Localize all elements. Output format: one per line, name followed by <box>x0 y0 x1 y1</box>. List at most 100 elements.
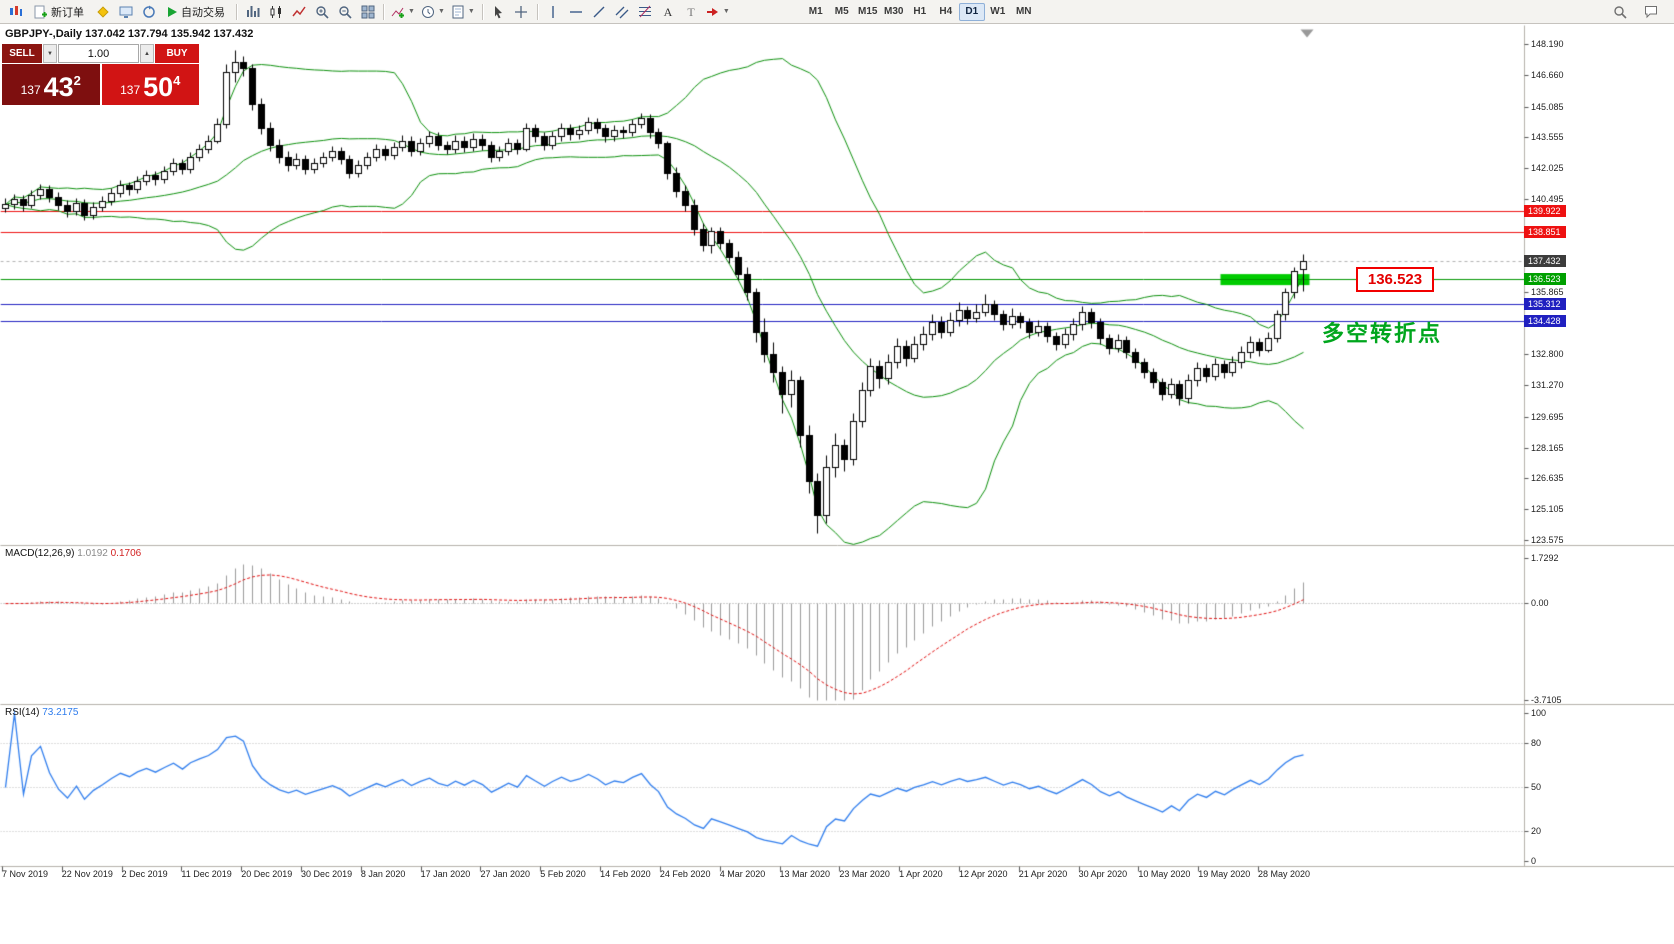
metaeditor-icon[interactable] <box>91 2 114 22</box>
fibonacci-icon <box>638 5 652 19</box>
date-label: 11 Dec 2019 <box>181 869 232 879</box>
timeframe-h1[interactable]: H1 <box>913 6 927 17</box>
zoom-in-button[interactable] <box>310 2 333 22</box>
date-axis[interactable]: 7 Nov 2019 22 Nov 2019 2 Dec 2019 11 Dec 20… <box>0 869 1524 883</box>
svg-text:A: A <box>664 5 673 19</box>
price-scale-label: 148.190 <box>1531 39 1564 49</box>
rsi-scale-label: 100 <box>1531 708 1547 718</box>
bar-chart-icon <box>246 5 260 18</box>
toolbar: 新订单 自动交易 ▼ ▼ ▼ A T ▼ M1 M5 M15 M30 H1 H4 D1 W1 M… <box>0 0 1674 24</box>
volume-decrease-button[interactable]: ▼ <box>43 44 57 63</box>
bar-chart-type-icon[interactable] <box>241 2 264 22</box>
price-tag-green-level: 136.523 <box>1524 273 1566 286</box>
macd-main-value: 1.0192 <box>77 548 108 559</box>
price-scale[interactable]: 148.190 146.660 145.085 143.555 142.025 140.4… <box>1524 0 1674 944</box>
autotrading-label: 自动交易 <box>181 6 225 19</box>
volume-increase-button[interactable]: ▲ <box>140 44 154 63</box>
one-click-trading-panel: SELL ▼ 1.00 ▲ BUY 137 43 2 137 50 4 <box>2 44 199 105</box>
timeframe-m30[interactable]: M30 <box>884 6 904 17</box>
cursor-icon <box>491 5 505 19</box>
macd-scale-label: 1.7292 <box>1531 553 1559 563</box>
search-button[interactable] <box>1608 2 1631 22</box>
date-label: 8 Jan 2020 <box>360 869 406 879</box>
autotrading-button[interactable]: 自动交易 <box>160 2 232 22</box>
svg-text:T: T <box>688 5 696 19</box>
timeframe-mn[interactable]: MN <box>1015 6 1032 17</box>
search-icon <box>1613 5 1627 19</box>
market-watch-icon[interactable] <box>114 2 137 22</box>
chat-button[interactable] <box>1639 2 1662 22</box>
candlestick-chart-type-icon[interactable] <box>264 2 287 22</box>
zoom-out-button[interactable] <box>333 2 356 22</box>
price-scale-label: 146.660 <box>1531 69 1564 80</box>
channel-tool[interactable] <box>611 2 634 22</box>
price-scale-label: 145.085 <box>1531 101 1564 112</box>
line-chart-type-icon[interactable] <box>287 2 310 22</box>
arrows-tool[interactable]: ▼ <box>703 2 733 22</box>
chevron-down-icon: ▼ <box>467 8 475 15</box>
arrow-shape-icon <box>706 5 720 19</box>
date-label: 10 May 2020 <box>1138 869 1191 879</box>
timeframe-d1[interactable]: D1 <box>958 2 985 21</box>
text-t-icon: T <box>684 5 698 19</box>
timeframe-m5[interactable]: M5 <box>834 6 849 17</box>
zoom-out-icon <box>338 5 352 19</box>
candlestick-logo-icon <box>9 5 23 18</box>
trendline-tool[interactable] <box>588 2 611 22</box>
timeframe-m1[interactable]: M1 <box>808 6 823 17</box>
price-scale-label: 125.105 <box>1531 504 1564 515</box>
date-label: 14 Feb 2020 <box>600 869 651 879</box>
date-label: 30 Apr 2020 <box>1078 869 1128 879</box>
price-scale-label: 131.270 <box>1531 379 1564 390</box>
chat-icon <box>1644 5 1658 19</box>
sell-button[interactable]: SELL <box>2 44 42 63</box>
refresh-icon[interactable] <box>137 2 160 22</box>
text-tool[interactable]: A <box>657 2 680 22</box>
toolbar-separator <box>536 3 538 20</box>
macd-scale-label: -3.7105 <box>1531 695 1562 705</box>
channel-icon <box>615 5 629 19</box>
new-order-button[interactable]: 新订单 <box>27 2 91 22</box>
line-chart-icon <box>291 5 306 18</box>
price-tag-bid: 137.432 <box>1524 254 1566 267</box>
buy-price-button[interactable]: 137 50 4 <box>101 64 199 105</box>
timeframe-w1[interactable]: W1 <box>990 6 1006 17</box>
volume-input[interactable]: 1.00 <box>58 44 139 63</box>
date-label: 7 Nov 2019 <box>2 869 49 879</box>
date-label: 17 Jan 2020 <box>420 869 471 879</box>
toolbar-separator <box>481 3 483 20</box>
price-annotation-box[interactable]: 136.523 <box>1356 267 1434 292</box>
play-icon <box>167 6 178 18</box>
new-order-icon <box>34 5 48 19</box>
price-tag-resistance-1: 139.922 <box>1524 204 1566 217</box>
cursor-tool[interactable] <box>487 2 510 22</box>
price-scale-label: 129.695 <box>1531 411 1564 422</box>
templates-button[interactable]: ▼ <box>448 2 478 22</box>
sell-price-button[interactable]: 137 43 2 <box>2 64 100 105</box>
terminal-icon[interactable] <box>4 2 27 22</box>
price-scale-label: 143.555 <box>1531 132 1564 143</box>
tile-windows-button[interactable] <box>356 2 379 22</box>
buy-button[interactable]: BUY <box>155 44 199 63</box>
date-label: 20 Dec 2019 <box>241 869 293 879</box>
vertical-line-icon <box>546 5 560 19</box>
timeframe-h4[interactable]: H4 <box>939 6 953 17</box>
fibonacci-tool[interactable] <box>634 2 657 22</box>
sell-price-big: 43 <box>43 72 74 102</box>
date-label: 24 Feb 2020 <box>659 869 711 879</box>
label-tool[interactable]: T <box>680 2 703 22</box>
horizontal-line-tool[interactable] <box>565 2 588 22</box>
crosshair-tool[interactable] <box>510 2 533 22</box>
vertical-line-tool[interactable] <box>542 2 565 22</box>
monitor-icon <box>119 5 133 19</box>
rsi-value: 73.2175 <box>42 707 79 718</box>
tile-windows-icon <box>361 5 375 19</box>
date-label: 30 Dec 2019 <box>301 869 353 879</box>
indicators-button[interactable]: ▼ <box>388 2 418 22</box>
date-label: 4 Mar 2020 <box>719 869 766 879</box>
periods-button[interactable]: ▼ <box>418 2 448 22</box>
trendline-icon <box>592 5 606 19</box>
circle-arrow-icon <box>142 5 156 19</box>
timeframe-m15[interactable]: M15 <box>858 6 878 17</box>
